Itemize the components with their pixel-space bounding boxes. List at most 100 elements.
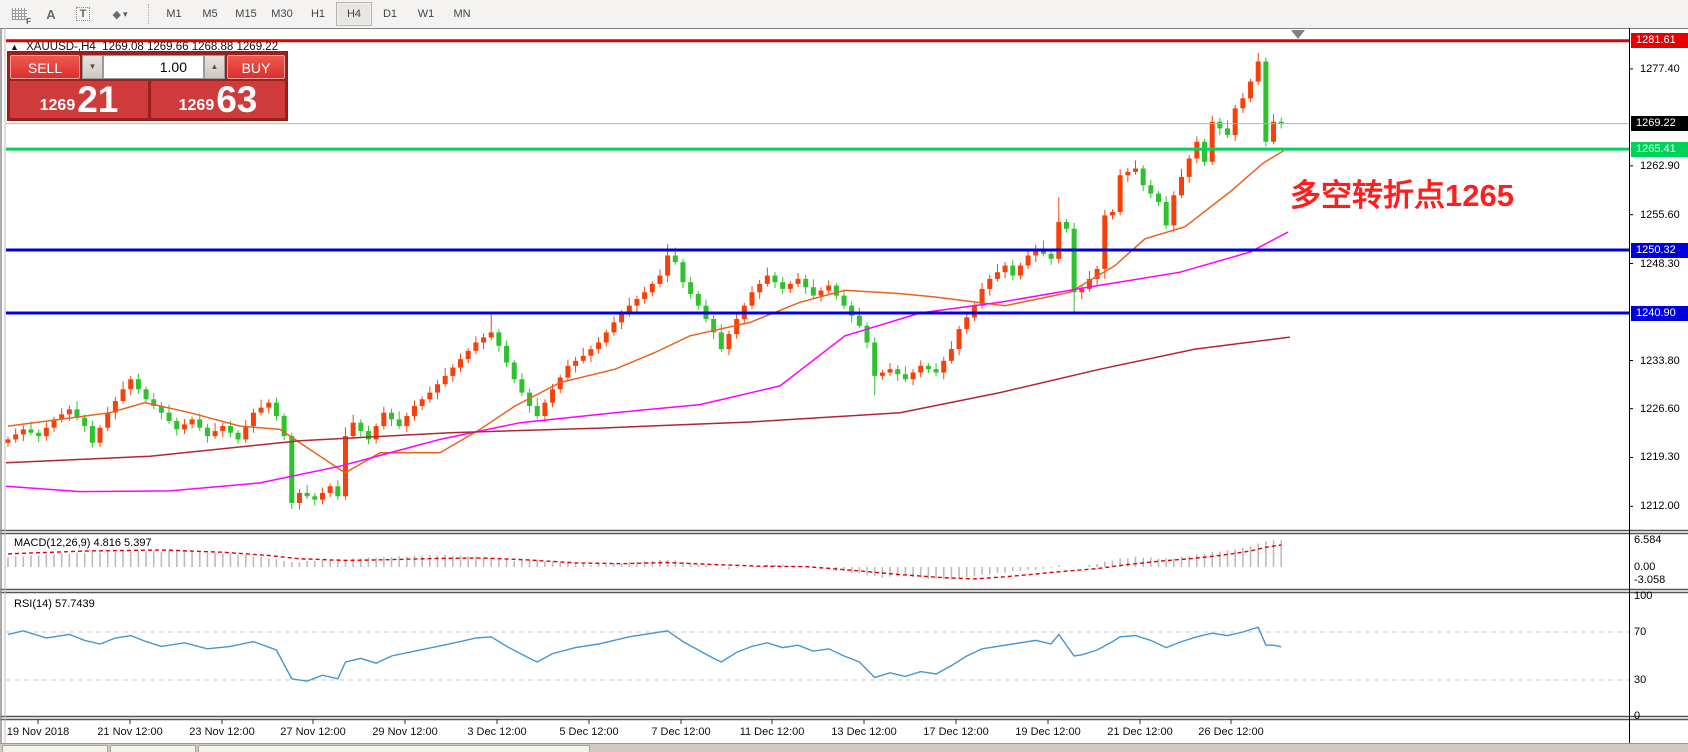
font-glyph: A — [46, 6, 56, 22]
candle — [864, 325, 870, 343]
ma-fast-line[interactable] — [7, 149, 1285, 474]
candle — [1186, 158, 1192, 177]
timeframe-button-M1[interactable]: M1 — [166, 8, 182, 20]
gray-triangle-marker[interactable] — [1291, 30, 1305, 39]
candle — [1248, 81, 1254, 99]
indicator-grid-icon[interactable]: F — [6, 3, 32, 26]
candle — [1255, 61, 1261, 82]
candle — [1232, 108, 1238, 136]
grid-f-label: F — [26, 17, 31, 26]
candle — [879, 372, 885, 376]
ma-mid-line[interactable] — [5, 231, 1289, 493]
candle — [749, 292, 755, 306]
draw-objects-icon[interactable]: ◆ ▾ — [102, 3, 138, 25]
candle — [273, 402, 279, 417]
candle — [243, 426, 249, 440]
candle — [588, 349, 594, 356]
timeframe-button-H4[interactable]: H4 — [336, 2, 372, 26]
time-axis-label: 19 Nov 2018 — [6, 726, 70, 738]
candle — [941, 360, 947, 373]
buy-button[interactable]: BUY — [227, 55, 285, 79]
sell-button[interactable]: SELL — [10, 55, 80, 79]
candle — [473, 342, 479, 351]
candle — [59, 414, 65, 420]
timeframe-button-M30[interactable]: M30 — [271, 8, 293, 20]
text-glyph: T — [75, 7, 91, 21]
rsi-axis-label: 0 — [1634, 710, 1641, 722]
chart-tab-2[interactable] — [198, 745, 590, 752]
candle — [1156, 193, 1161, 202]
candle — [971, 305, 977, 318]
price-tick-label: 1255.60 — [1640, 208, 1680, 221]
candle — [496, 332, 502, 346]
candle — [381, 412, 387, 427]
volume-decrease-button[interactable]: ▼ — [82, 55, 103, 79]
macd-axis-label: 6.584 — [1634, 534, 1662, 546]
candle — [389, 412, 394, 420]
candle — [933, 369, 939, 373]
support-line-badge-1: 1250.32 — [1631, 242, 1688, 258]
candle — [611, 322, 617, 333]
candle — [1163, 201, 1169, 226]
candle — [412, 405, 418, 417]
volume-increase-button[interactable]: ▲ — [204, 55, 225, 79]
timeframe-button-group: M1 M5 M15 M30 H1 H4 D1 W1 MN — [156, 2, 480, 26]
candle — [488, 332, 494, 338]
symbol-label: XAUUSD-,H4 — [26, 41, 96, 53]
candle — [603, 332, 609, 343]
time-axis-label: 11 Dec 12:00 — [739, 726, 805, 738]
bid-price-box[interactable]: 1269 21 — [10, 81, 148, 118]
timeframe-button-H1[interactable]: H1 — [310, 8, 326, 20]
candle — [772, 275, 778, 283]
timeframe-button-MN[interactable]: MN — [453, 8, 471, 20]
high-value: 1269.66 — [146, 41, 189, 53]
ma-slow-line[interactable] — [5, 336, 1291, 464]
chart-tab-1[interactable] — [110, 745, 196, 752]
candle — [925, 365, 931, 370]
candle — [580, 355, 586, 361]
candle — [665, 255, 671, 276]
candle — [726, 334, 732, 350]
candle — [511, 362, 517, 380]
chart-tab-0[interactable] — [2, 745, 108, 752]
candle — [450, 367, 456, 376]
candle — [319, 492, 325, 500]
ask-price-box[interactable]: 1269 63 — [151, 81, 285, 118]
candle — [872, 342, 878, 376]
candle — [327, 486, 333, 493]
candle — [948, 349, 954, 361]
bid-base: 1269 — [39, 97, 76, 114]
candle — [757, 283, 763, 293]
timeframe-button-W1[interactable]: W1 — [417, 8, 435, 20]
macd-signal-line[interactable] — [7, 544, 1282, 580]
candle — [227, 426, 233, 433]
candle — [1171, 195, 1177, 226]
candle — [519, 379, 525, 393]
volume-input[interactable]: 1.00 — [103, 55, 204, 79]
text-label-icon[interactable]: T — [70, 3, 96, 25]
candle — [82, 417, 88, 427]
candle — [1056, 222, 1062, 259]
timeframe-button-M5[interactable]: M5 — [202, 8, 218, 20]
candle — [281, 416, 287, 437]
timeframe-button-M15[interactable]: M15 — [235, 8, 257, 20]
candle — [626, 305, 632, 315]
candle — [89, 426, 95, 443]
candle — [695, 293, 701, 306]
candle — [373, 426, 379, 440]
candle — [250, 412, 256, 427]
price-tick-label: 1219.30 — [1640, 451, 1680, 464]
candle — [849, 305, 855, 316]
rsi-axis-label: 100 — [1634, 590, 1653, 602]
candle — [504, 345, 510, 363]
collapse-panel-icon[interactable]: ▲ — [10, 42, 19, 52]
candle — [458, 359, 464, 368]
candle — [128, 379, 134, 390]
rsi-line[interactable] — [7, 626, 1282, 682]
candle — [895, 369, 901, 375]
timeframe-button-D1[interactable]: D1 — [382, 8, 398, 20]
candle — [258, 407, 264, 413]
font-icon[interactable]: A — [38, 3, 64, 25]
